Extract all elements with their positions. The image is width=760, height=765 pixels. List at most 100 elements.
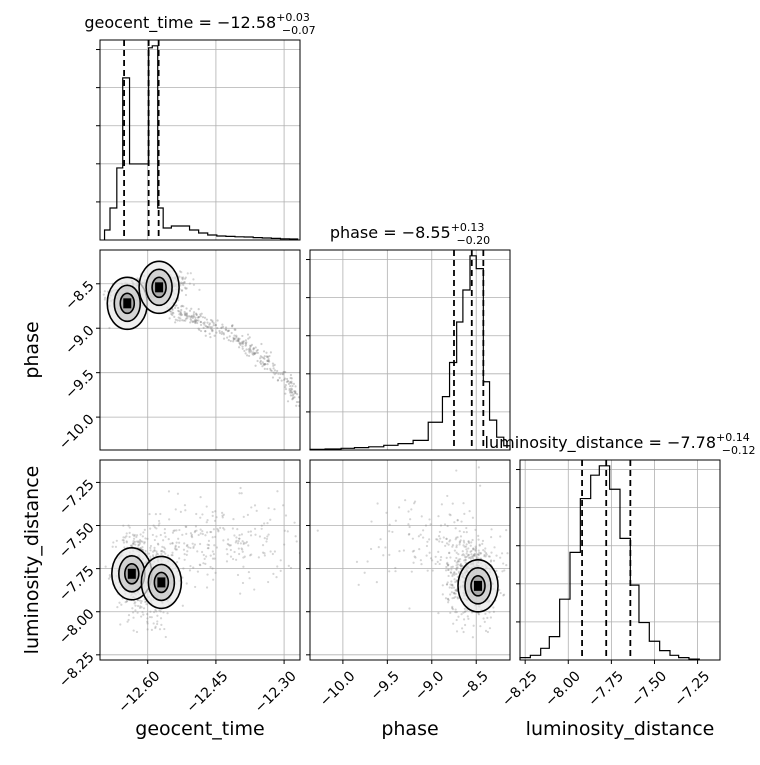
scatter-point [477, 538, 480, 541]
scatter-point [474, 549, 477, 552]
scatter-point [69, 290, 71, 292]
scatter-point [470, 541, 473, 544]
scatter-point [449, 583, 452, 586]
y-tick-label: −8.25 [56, 649, 98, 691]
scatter-point [149, 527, 152, 530]
scatter-point [232, 337, 236, 340]
scatter-point [266, 359, 269, 363]
scatter-point [160, 552, 163, 556]
scatter-point [108, 574, 111, 577]
scatter-point [211, 320, 214, 324]
scatter-point [174, 544, 177, 547]
scatter-point [146, 617, 149, 620]
scatter-point [134, 601, 137, 604]
scatter-point [266, 367, 269, 371]
scatter-point [408, 525, 411, 529]
scatter-point [138, 606, 142, 609]
scatter-point [180, 271, 183, 274]
scatter-point [456, 518, 459, 522]
scatter-point [245, 540, 248, 544]
scatter-point [237, 540, 240, 543]
scatter-point [125, 541, 128, 544]
scatter-point [455, 579, 459, 582]
scatter-point [294, 391, 297, 395]
scatter-point [448, 513, 451, 516]
scatter-point [273, 369, 277, 372]
scatter-point [140, 606, 143, 609]
scatter-point [146, 620, 149, 623]
scatter-point [247, 348, 250, 351]
scatter-point [179, 312, 182, 315]
scatter-point [151, 554, 155, 557]
scatter-point [267, 357, 270, 361]
scatter-point [195, 319, 199, 322]
scatter-point [159, 610, 162, 613]
scatter-point [184, 286, 187, 289]
scatter-point [474, 547, 477, 550]
scatter-point [201, 316, 205, 319]
scatter-point [231, 557, 235, 561]
scatter-point [317, 536, 319, 538]
scatter-point [242, 565, 245, 568]
scatter-point [217, 530, 220, 533]
scatter-point [429, 523, 432, 526]
scatter-point [477, 534, 480, 537]
scatter-point [439, 524, 443, 527]
scatter-point [457, 570, 460, 573]
scatter-point [149, 546, 152, 550]
scatter-point [271, 376, 275, 379]
scatter-point [138, 541, 141, 544]
scatter-point [233, 550, 236, 554]
scatter-point [463, 512, 466, 515]
scatter-point [455, 566, 458, 570]
scatter-point [234, 328, 237, 331]
scatter-point [295, 400, 298, 404]
title-lower: −0.20 [456, 234, 490, 247]
scatter-point [291, 398, 294, 401]
scatter-point [184, 509, 187, 512]
scatter-point [279, 569, 282, 572]
scatter-point [506, 552, 509, 555]
scatter-point [295, 540, 298, 543]
scatter-point [366, 560, 369, 563]
scatter-point [465, 526, 468, 530]
scatter-point [240, 547, 243, 550]
scatter-point [178, 270, 182, 273]
scatter-point [135, 535, 138, 539]
scatter-point [455, 572, 458, 576]
scatter-point [167, 490, 171, 493]
scatter-point [233, 534, 236, 537]
scatter-point [203, 557, 206, 560]
scatter-point [269, 369, 272, 372]
scatter-point [292, 396, 295, 399]
scatter-point [251, 352, 254, 355]
scatter-point [442, 536, 445, 539]
scatter-point [142, 531, 145, 534]
scatter-point [211, 319, 214, 322]
scatter-point [132, 629, 135, 632]
scatter-point [463, 610, 466, 614]
title-upper: +0.13 [451, 221, 485, 234]
scatter-point [221, 511, 224, 514]
scatter-point [462, 539, 465, 542]
scatter-point [135, 534, 139, 537]
scatter-point [239, 592, 242, 595]
scatter-point [445, 583, 449, 586]
y-tick-label: −9.5 [62, 367, 97, 402]
scatter-point [213, 334, 216, 337]
scatter-point [181, 604, 184, 607]
scatter-point [294, 385, 297, 388]
scatter-point [205, 521, 208, 524]
scatter-point [281, 372, 284, 375]
scatter-point [428, 538, 431, 541]
scatter-point [189, 318, 192, 321]
scatter-point [261, 551, 265, 554]
scatter-point [464, 558, 467, 562]
scatter-point [451, 605, 454, 608]
scatter-point [260, 524, 263, 527]
scatter-point [167, 554, 170, 557]
scatter-point [461, 550, 464, 553]
scatter-point [181, 319, 184, 322]
scatter-point [184, 319, 187, 322]
scatter-point [438, 540, 441, 543]
